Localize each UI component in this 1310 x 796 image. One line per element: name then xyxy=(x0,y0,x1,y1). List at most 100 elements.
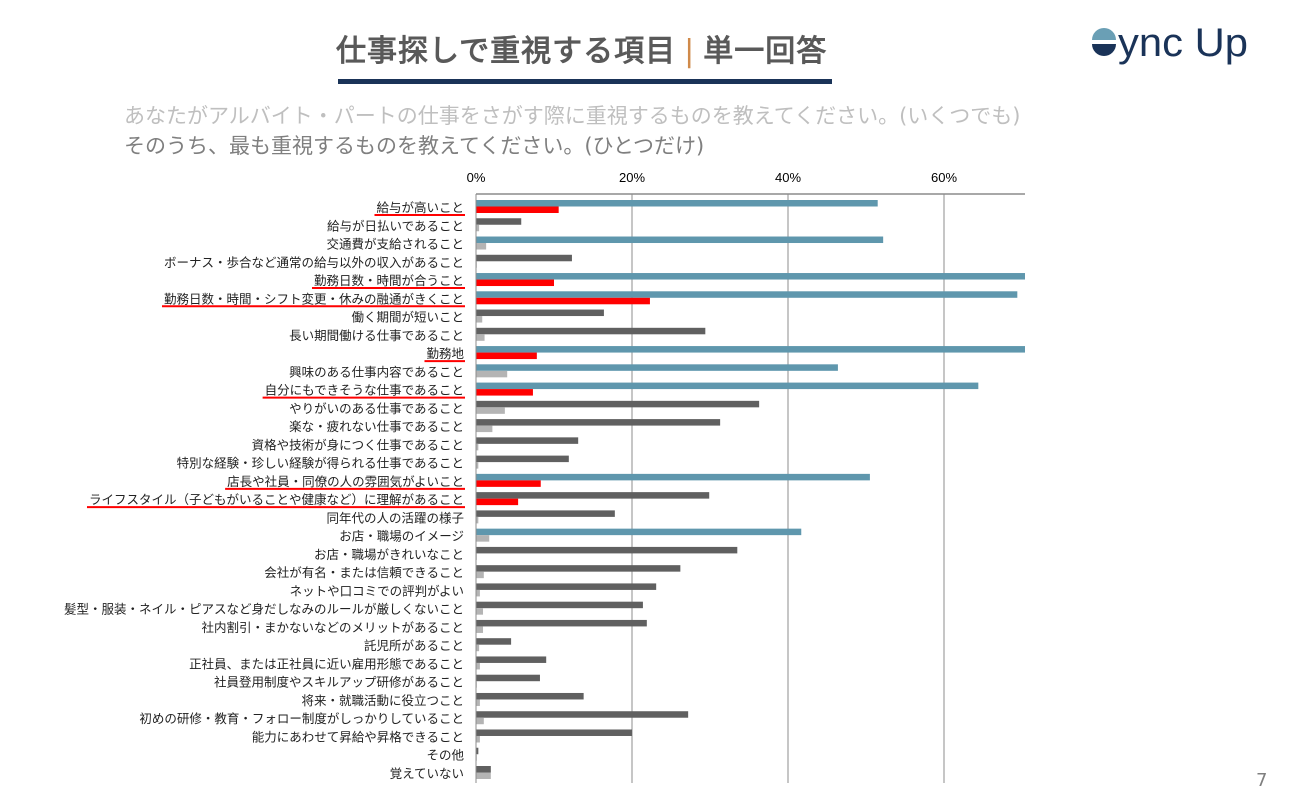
bar-single-answer xyxy=(476,699,480,706)
category-label: 働く期間が短いこと xyxy=(351,310,464,325)
bar-single-answer xyxy=(476,407,505,414)
category-label: 自分にもできそうな仕事であること xyxy=(265,383,464,398)
title-underline xyxy=(338,79,832,84)
bar-single-answer xyxy=(476,425,493,433)
bar-multi-answer xyxy=(476,656,547,663)
bar-multi-answer xyxy=(476,437,579,444)
bar-multi-answer xyxy=(476,747,479,755)
bar-single-answer xyxy=(476,571,484,579)
category-label: 託児所があること xyxy=(364,638,464,653)
bar-single-answer xyxy=(476,243,487,250)
x-tick-label: 20% xyxy=(619,170,645,185)
question-single: そのうち、最も重視するものを教えてください。(ひとつだけ) xyxy=(124,134,705,158)
bar-single-answer xyxy=(476,644,480,652)
bar-multi-answer xyxy=(476,291,1018,298)
category-label: 特別な経験・珍しい経験が得られる仕事であること xyxy=(177,456,464,471)
bar-single-answer xyxy=(476,316,483,323)
category-label: 勤務日数・時間・シフト変更・休みの融通がきくこと xyxy=(164,291,464,306)
category-label: 勤務日数・時間が合うこと xyxy=(314,273,464,288)
category-label: 給与が高いこと xyxy=(376,200,464,215)
x-tick-label: 60% xyxy=(931,170,957,185)
page-number: 7 xyxy=(1256,770,1268,791)
bar-single-answer xyxy=(476,516,479,524)
bar-single-answer xyxy=(476,334,485,341)
logo-text: ync Up xyxy=(1118,21,1248,65)
bar-multi-answer xyxy=(476,692,584,700)
category-label: 髪型・服装・ネイル・ピアスなど身だしなみのルールが厳しくないこと xyxy=(64,602,464,617)
bar-single-answer xyxy=(476,717,484,725)
title-separator: | xyxy=(684,34,696,69)
category-label: 初めの研修・教育・フォロー制度がしっかりしていること xyxy=(139,711,464,726)
x-tick-label: 40% xyxy=(775,170,801,185)
bar-multi-answer xyxy=(476,674,540,682)
bar-multi-answer xyxy=(476,711,689,718)
bar-multi-answer xyxy=(476,419,721,426)
title-main: 仕事探しで重視する項目 xyxy=(336,34,677,69)
bar-single-answer xyxy=(476,772,491,779)
bar-multi-answer xyxy=(476,364,838,371)
bar-single-answer xyxy=(476,389,533,396)
bar-multi-answer xyxy=(476,619,647,627)
category-label: ボーナス・歩合など通常の給与以外の収入があること xyxy=(164,255,464,270)
bar-single-answer xyxy=(476,462,479,469)
logo-mark-top xyxy=(1092,28,1116,40)
category-label: 交通費が支給されること xyxy=(326,237,464,252)
logo-mark-bottom xyxy=(1092,44,1116,56)
category-label: お店・職場のイメージ xyxy=(339,529,464,544)
category-label: 社内割引・まかないなどのメリットがあること xyxy=(201,620,464,635)
bar-single-answer xyxy=(476,498,519,506)
bar-multi-answer xyxy=(476,254,572,262)
bar-single-answer xyxy=(476,735,480,743)
category-label: 資格や技術が身につく仕事であること xyxy=(252,437,464,452)
bar-multi-answer xyxy=(476,638,512,645)
category-label: 社員登用制度やスキルアップ研修があること xyxy=(214,675,464,690)
category-label: 将来・就職活動に役立つこと xyxy=(301,693,464,708)
bar-multi-answer xyxy=(476,200,878,207)
category-label: ネットや口コミでの評判がよい xyxy=(290,583,464,598)
bar-single-answer xyxy=(476,370,508,378)
category-label: 能力にあわせて昇給や昇格できること xyxy=(252,729,464,744)
bar-single-answer xyxy=(476,352,537,360)
category-label: ライフスタイル（子どもがいることや健康など）に理解があること xyxy=(89,492,464,507)
bar-multi-answer xyxy=(476,455,569,463)
category-label: 興味のある仕事内容であること xyxy=(289,364,464,379)
bar-single-answer xyxy=(476,626,484,633)
bar-multi-answer xyxy=(476,346,1025,353)
bar-multi-answer xyxy=(476,309,604,317)
bar-multi-answer xyxy=(476,492,710,499)
question-multi: あなたがアルバイト・パートの仕事をさがす際に重視するものを教えてください。(いく… xyxy=(124,104,1021,128)
category-label: 正社員、または正社員に近い雇用形態であること xyxy=(189,656,464,671)
bar-single-answer xyxy=(476,224,480,232)
bar-multi-answer xyxy=(476,766,491,773)
bar-multi-answer xyxy=(476,583,657,590)
category-label: 給与が日払いであること xyxy=(327,218,464,233)
bar-multi-answer xyxy=(476,236,884,244)
category-label: 覚えていない xyxy=(390,766,464,781)
bar-multi-answer xyxy=(476,218,522,225)
bar-single-answer xyxy=(476,297,650,305)
bar-single-answer xyxy=(476,480,541,487)
bar-multi-answer xyxy=(476,327,706,335)
category-label: 長い期間働ける仕事であること xyxy=(289,328,464,343)
bar-single-answer xyxy=(476,443,479,451)
bar-multi-answer xyxy=(476,473,870,481)
category-label: お店・職場がきれいなこと xyxy=(314,547,464,562)
bar-multi-answer xyxy=(476,729,632,736)
bar-multi-answer xyxy=(476,601,643,609)
category-label: その他 xyxy=(426,748,464,763)
title-sub: 単一回答 xyxy=(703,34,828,69)
bar-multi-answer xyxy=(476,510,615,517)
bar-multi-answer xyxy=(476,546,738,554)
category-label: 同年代の人の活躍の様子 xyxy=(326,510,464,525)
x-tick-label: 0% xyxy=(467,170,486,185)
bar-single-answer xyxy=(476,206,559,213)
bar-single-answer xyxy=(476,589,480,597)
bar-multi-answer xyxy=(476,382,979,390)
bar-single-answer xyxy=(476,279,554,287)
bar-single-answer xyxy=(476,608,484,615)
bar-multi-answer xyxy=(476,400,760,408)
bar-single-answer xyxy=(476,662,480,670)
category-label: 店長や社員・同僚の人の雰囲気がよいこと xyxy=(227,474,464,489)
bar-multi-answer xyxy=(476,528,802,536)
